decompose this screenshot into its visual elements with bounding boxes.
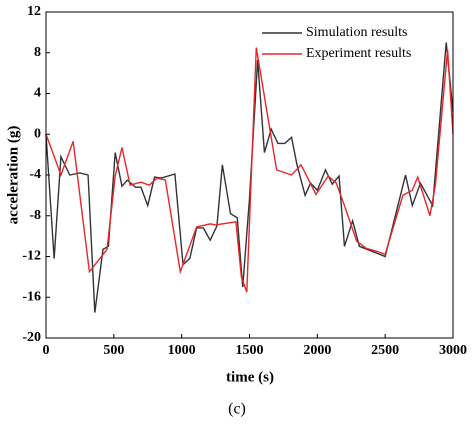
x-tick-label: 0 [43, 343, 50, 358]
x-tick-label: 500 [103, 343, 124, 358]
y-tick-label: 4 [34, 86, 41, 101]
x-tick-label: 2000 [303, 343, 331, 358]
y-tick-label: 0 [34, 126, 41, 141]
legend-label: Experiment results [306, 46, 411, 61]
line [45, 42, 454, 313]
legend-label: Simulation results [306, 25, 408, 40]
x-tick-label: 3000 [439, 343, 467, 358]
line [45, 47, 454, 293]
y-tick-label: -20 [22, 330, 41, 345]
y-tick-label: -8 [29, 208, 41, 223]
y-tick-label: 8 [34, 45, 41, 60]
y-tick-label: -12 [22, 249, 41, 264]
x-tick-label: 1000 [168, 343, 196, 358]
y-tick-label: -16 [22, 289, 41, 304]
caption: (c) [228, 401, 246, 418]
x-axis-label: time (s) [226, 369, 274, 385]
x-tick-label: 2500 [371, 343, 399, 358]
x-tick-label: 1500 [236, 343, 264, 358]
y-tick-label: 12 [27, 4, 41, 19]
y-tick-label: -4 [29, 167, 41, 182]
y-axis-label: acceleration (g) [5, 126, 21, 225]
plot-frame [45, 11, 454, 339]
